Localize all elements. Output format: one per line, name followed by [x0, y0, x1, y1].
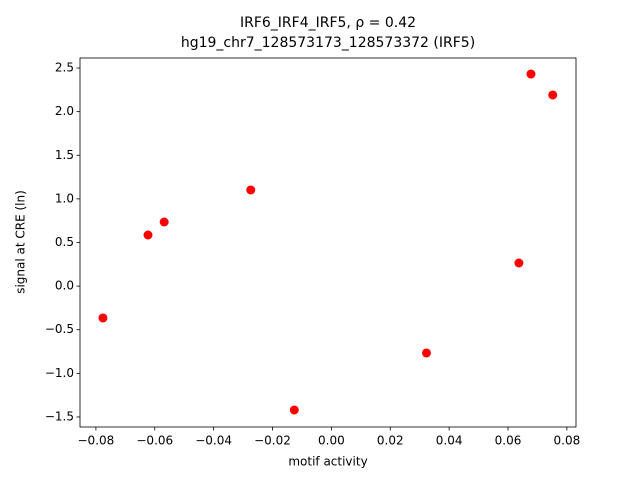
- x-tick-label: −0.08: [78, 434, 115, 448]
- y-tick-label: 1.5: [55, 148, 74, 162]
- data-point: [143, 230, 153, 240]
- x-tick-label: 0.02: [377, 434, 404, 448]
- data-point: [548, 90, 558, 100]
- data-point: [421, 348, 431, 358]
- x-tick-label: 0.08: [554, 434, 581, 448]
- data-point: [159, 217, 169, 227]
- y-tick-label: −1.5: [45, 409, 74, 423]
- x-tick-label: −0.02: [254, 434, 291, 448]
- x-tick-label: −0.04: [195, 434, 232, 448]
- y-tick-label: 0.5: [55, 235, 74, 249]
- y-tick-label: −0.5: [45, 322, 74, 336]
- data-point: [246, 185, 256, 195]
- y-tick-label: 2.5: [55, 61, 74, 75]
- data-point: [98, 313, 108, 323]
- y-tick-label: 1.0: [55, 191, 74, 205]
- chart-subtitle: hg19_chr7_128573173_128573372 (IRF5): [181, 35, 475, 51]
- x-tick-label: 0.00: [318, 434, 345, 448]
- x-tick-label: 0.04: [436, 434, 463, 448]
- y-axis-label: signal at CRE (ln): [14, 190, 28, 294]
- x-tick-label: 0.06: [495, 434, 522, 448]
- plot-frame: [79, 57, 577, 428]
- data-point: [289, 405, 299, 415]
- y-tick-label: 0.0: [55, 279, 74, 293]
- y-tick-label: −1.0: [45, 366, 74, 380]
- chart-title: IRF6_IRF4_IRF5, ρ = 0.42: [240, 15, 416, 31]
- x-tick-label: −0.06: [136, 434, 173, 448]
- x-axis-label: motif activity: [288, 455, 367, 469]
- y-tick-label: 2.0: [55, 104, 74, 118]
- data-point: [526, 69, 536, 79]
- data-point: [514, 258, 524, 268]
